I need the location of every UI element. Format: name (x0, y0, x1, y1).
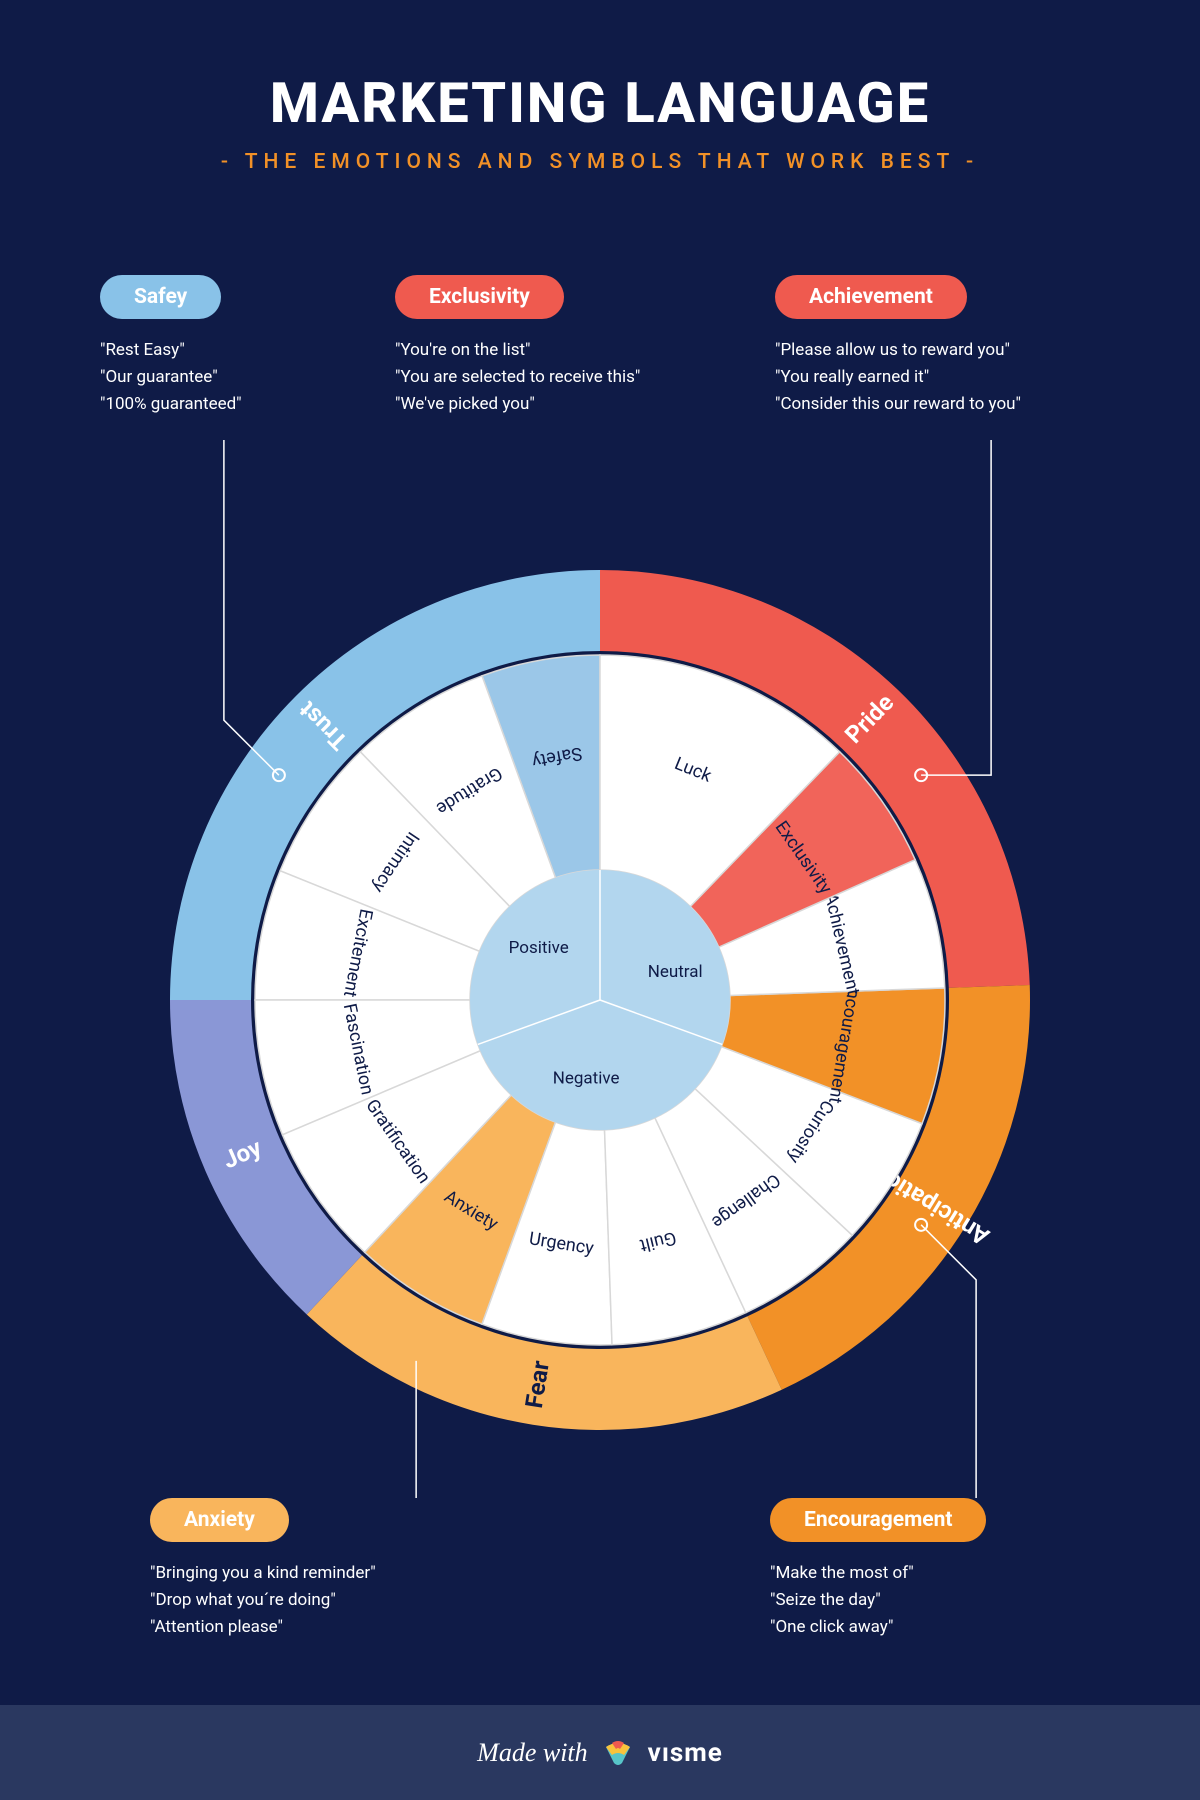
callout-lines: "Bringing you a kind reminder""Drop what… (150, 1560, 376, 1642)
visme-logo-icon (602, 1737, 634, 1769)
callout-safety: Safey "Rest Easy""Our guarantee""100% gua… (100, 275, 242, 419)
callout-lines: "Rest Easy""Our guarantee""100% guarante… (100, 337, 242, 419)
footer: Made with vısme (0, 1705, 1200, 1800)
visme-logo-text: vısme (648, 1738, 723, 1768)
callout-exclusivity: Exclusivity "You're on the list""You are … (395, 275, 640, 419)
callout-lines: "Make the most of""Seize the day""One cl… (770, 1560, 986, 1642)
callout-pill: Achievement (775, 275, 967, 319)
made-with-label: Made with (477, 1738, 588, 1768)
sunburst-chart: TrustPrideAnticipationFearJoySafetyGrati… (160, 560, 1040, 1444)
center-label: Neutral (648, 962, 703, 982)
callout-achievement: Achievement "Please allow us to reward yo… (775, 275, 1021, 419)
center-label: Positive (509, 938, 569, 958)
callout-pill: Safey (100, 275, 221, 319)
center-label: Negative (553, 1068, 620, 1088)
callout-pill: Anxiety (150, 1498, 289, 1542)
callout-pill: Exclusivity (395, 275, 564, 319)
callout-lines: "You're on the list""You are selected to… (395, 337, 640, 419)
callout-anxiety: Anxiety "Bringing you a kind reminder""Dr… (150, 1498, 376, 1642)
callout-encouragement: Encouragement "Make the most of""Seize th… (770, 1498, 986, 1642)
callout-lines: "Please allow us to reward you""You real… (775, 337, 1021, 419)
callout-pill: Encouragement (770, 1498, 986, 1542)
